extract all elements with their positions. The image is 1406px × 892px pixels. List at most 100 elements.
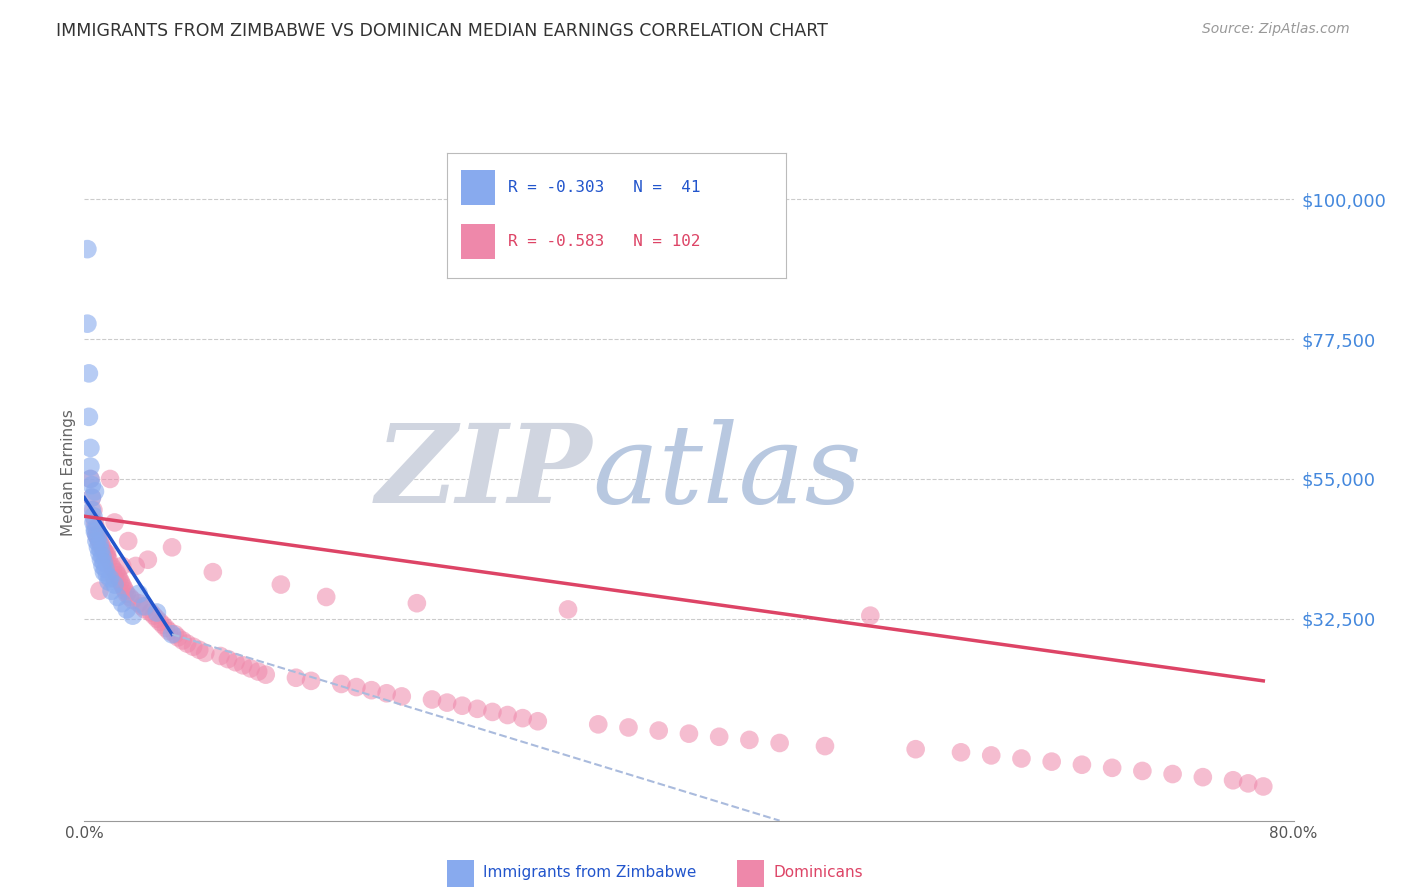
- Point: [247, 665, 270, 679]
- Point: [107, 590, 129, 604]
- Point: [146, 612, 169, 626]
- Point: [98, 571, 121, 585]
- Point: [84, 522, 107, 536]
- Point: [97, 552, 120, 567]
- Point: [93, 565, 115, 579]
- Point: [201, 565, 224, 579]
- Point: [128, 596, 150, 610]
- Point: [155, 621, 177, 635]
- Point: [94, 562, 117, 576]
- Point: [105, 565, 128, 579]
- Point: [76, 317, 98, 331]
- Point: [90, 537, 112, 551]
- Point: [90, 543, 112, 558]
- Point: [254, 667, 277, 681]
- Point: [104, 571, 127, 585]
- Point: [270, 577, 292, 591]
- Point: [1253, 780, 1275, 794]
- Point: [194, 646, 217, 660]
- Point: [93, 543, 115, 558]
- Point: [172, 633, 194, 648]
- Point: [1040, 755, 1063, 769]
- Point: [391, 690, 413, 704]
- Point: [136, 552, 159, 567]
- Point: [86, 534, 108, 549]
- Point: [100, 583, 122, 598]
- Point: [980, 748, 1002, 763]
- Point: [1237, 776, 1260, 790]
- Text: Source: ZipAtlas.com: Source: ZipAtlas.com: [1202, 22, 1350, 37]
- Point: [346, 680, 368, 694]
- Point: [142, 608, 165, 623]
- Point: [315, 590, 337, 604]
- Point: [77, 367, 100, 381]
- Point: [87, 541, 110, 555]
- Point: [557, 602, 579, 616]
- Point: [79, 472, 101, 486]
- Point: [96, 549, 118, 564]
- Point: [217, 652, 239, 666]
- Point: [588, 717, 610, 731]
- Point: [112, 581, 135, 595]
- Point: [406, 596, 429, 610]
- Point: [146, 606, 169, 620]
- Point: [86, 528, 108, 542]
- Point: [149, 615, 172, 629]
- Point: [79, 441, 101, 455]
- Point: [239, 661, 262, 675]
- Point: [617, 721, 640, 735]
- Point: [125, 558, 148, 573]
- Point: [80, 491, 103, 505]
- Point: [451, 698, 474, 713]
- Point: [97, 574, 120, 589]
- Point: [285, 671, 308, 685]
- Point: [360, 683, 382, 698]
- Point: [167, 631, 190, 645]
- Point: [131, 599, 153, 614]
- Text: IMMIGRANTS FROM ZIMBABWE VS DOMINICAN MEDIAN EARNINGS CORRELATION CHART: IMMIGRANTS FROM ZIMBABWE VS DOMINICAN ME…: [56, 22, 828, 40]
- Point: [1101, 761, 1123, 775]
- Point: [678, 726, 700, 740]
- Point: [769, 736, 792, 750]
- Point: [299, 673, 322, 688]
- Point: [115, 602, 138, 616]
- Point: [1222, 773, 1244, 788]
- Point: [87, 531, 110, 545]
- Point: [79, 472, 101, 486]
- Point: [1130, 764, 1153, 778]
- Point: [496, 708, 519, 723]
- Point: [76, 242, 98, 256]
- Text: Dominicans: Dominicans: [773, 865, 863, 880]
- Point: [481, 705, 503, 719]
- Point: [648, 723, 671, 738]
- Point: [512, 711, 534, 725]
- Point: [91, 549, 114, 564]
- Point: [89, 547, 111, 561]
- Point: [110, 574, 132, 589]
- Point: [1192, 770, 1215, 784]
- Point: [527, 714, 550, 729]
- Point: [98, 472, 121, 486]
- Point: [108, 571, 131, 585]
- Point: [82, 509, 104, 524]
- Point: [84, 516, 107, 530]
- Point: [181, 640, 204, 654]
- Point: [859, 608, 882, 623]
- Point: [89, 534, 111, 549]
- Point: [104, 516, 127, 530]
- Point: [121, 593, 143, 607]
- Point: [104, 577, 127, 591]
- Point: [134, 599, 156, 614]
- Point: [91, 558, 114, 573]
- Point: [89, 583, 111, 598]
- Point: [86, 528, 108, 542]
- Point: [160, 541, 183, 555]
- Point: [90, 552, 112, 567]
- Y-axis label: Median Earnings: Median Earnings: [60, 409, 76, 536]
- Point: [139, 606, 162, 620]
- Point: [128, 587, 150, 601]
- Point: [111, 596, 134, 610]
- Point: [225, 655, 247, 669]
- Point: [738, 732, 761, 747]
- Point: [82, 516, 104, 530]
